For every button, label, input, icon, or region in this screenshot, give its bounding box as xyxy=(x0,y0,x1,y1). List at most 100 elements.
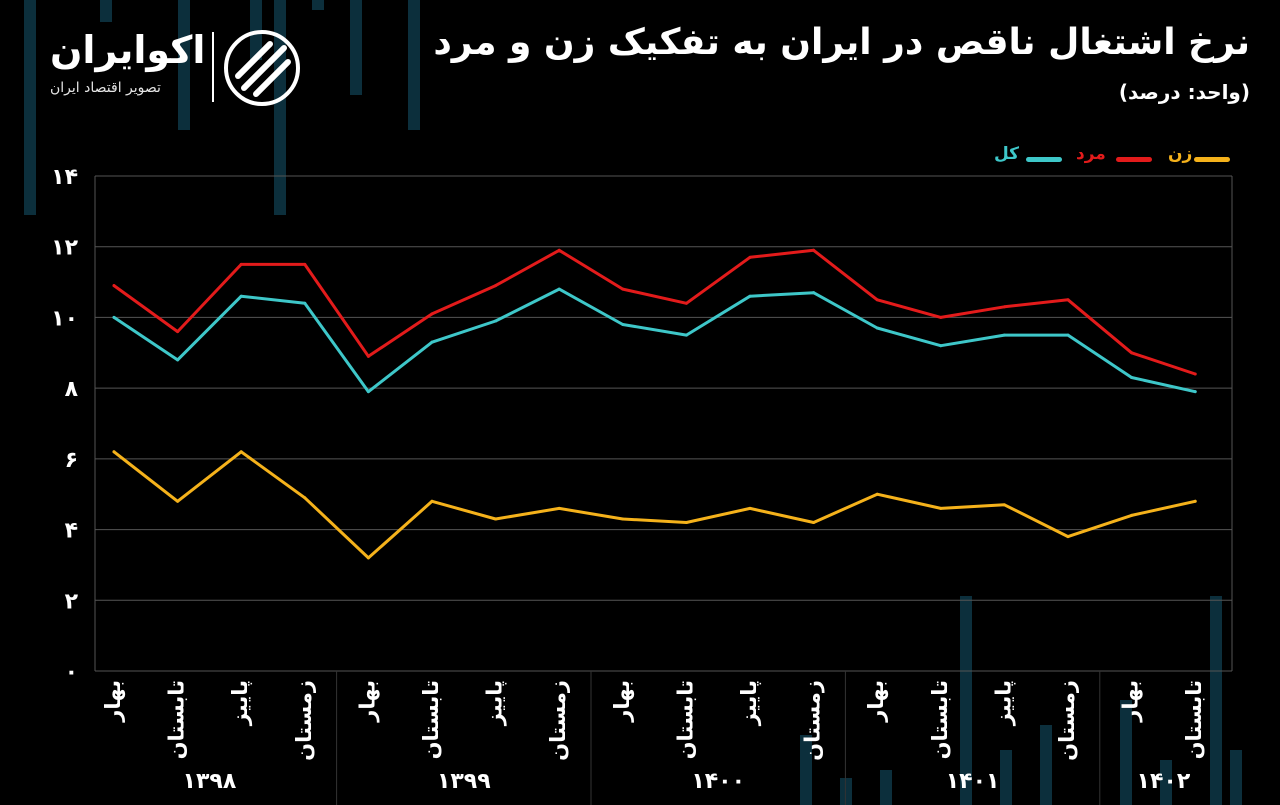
x-tick-label: تابستان xyxy=(419,680,443,759)
legend-label-total: کل xyxy=(994,144,1020,164)
data-point-women xyxy=(1130,513,1134,517)
data-point-women xyxy=(494,517,498,521)
data-point-women xyxy=(875,492,879,496)
brand-tagline: تصویر اقتصاد ایران xyxy=(50,80,161,96)
year-group-label: ۱۴۰۱ xyxy=(946,769,1000,794)
data-point-men xyxy=(1130,351,1134,355)
year-group-label: ۱۳۹۸ xyxy=(183,769,237,794)
data-point-women xyxy=(303,496,307,500)
data-point-women xyxy=(939,506,943,510)
x-tick-label: زمستان xyxy=(546,680,570,761)
legend-label-women: زن xyxy=(1168,144,1193,164)
legend-item-men: مرد xyxy=(1076,144,1158,170)
data-point-women xyxy=(1002,503,1006,507)
data-point-women xyxy=(366,556,370,560)
brand-block: اکوایران تصویر اقتصاد ایران xyxy=(44,28,304,108)
data-point-men xyxy=(621,287,625,291)
y-tick-label: ۰ xyxy=(65,660,78,685)
data-point-men xyxy=(494,284,498,288)
data-point-total xyxy=(748,294,752,298)
chart-legend: کل مرد زن xyxy=(990,144,1232,170)
data-point-total xyxy=(1002,333,1006,337)
chart-title: نرخ اشتغال ناقص در ایران به تفکیک زن و م… xyxy=(433,22,1250,63)
data-point-total xyxy=(176,358,180,362)
legend-swatch-women xyxy=(1194,157,1230,162)
x-tick-label: زمستان xyxy=(292,680,316,761)
series-line-men xyxy=(112,248,1197,376)
y-tick-label: ۱۲ xyxy=(51,236,78,261)
data-point-women xyxy=(1066,535,1070,539)
data-point-men xyxy=(366,354,370,358)
data-point-total xyxy=(494,319,498,323)
x-tick-label: تابستان xyxy=(1182,680,1206,759)
data-point-total xyxy=(430,340,434,344)
series-line-women xyxy=(112,450,1197,560)
x-tick-label: پاییز xyxy=(228,680,252,726)
y-tick-label: ۶ xyxy=(65,448,78,473)
data-point-men xyxy=(557,248,561,252)
x-tick-label: بهار xyxy=(1119,680,1143,723)
legend-swatch-men xyxy=(1116,157,1152,162)
legend-label-men: مرد xyxy=(1076,144,1106,164)
data-point-total xyxy=(557,287,561,291)
data-point-men xyxy=(430,312,434,316)
year-group-label: ۱۴۰۰ xyxy=(691,769,745,794)
data-point-women xyxy=(684,521,688,524)
data-point-men xyxy=(1066,298,1070,302)
data-point-men xyxy=(112,284,116,288)
data-point-women xyxy=(748,506,752,510)
chart-subtitle: (واحد: درصد) xyxy=(1118,80,1250,104)
data-point-women xyxy=(557,506,561,510)
data-point-men xyxy=(239,262,243,266)
data-point-women xyxy=(112,450,116,454)
data-point-total xyxy=(875,326,879,330)
y-tick-label: ۱۰ xyxy=(51,306,78,331)
data-point-total xyxy=(621,323,625,326)
x-tick-label: زمستان xyxy=(801,680,825,761)
y-tick-label: ۲ xyxy=(65,589,79,614)
x-tick-label: پاییز xyxy=(991,680,1015,726)
data-point-women xyxy=(621,517,625,521)
brand-name: اکوایران xyxy=(50,28,206,72)
y-axis-ticks: ۰ ۲ ۴ ۶ ۸ ۱۰ ۱۲ ۱۴ xyxy=(51,165,78,685)
y-tick-label: ۱۴ xyxy=(51,165,78,190)
data-point-women xyxy=(812,521,816,524)
data-point-total xyxy=(939,344,943,348)
data-point-total xyxy=(1130,376,1134,380)
data-point-women xyxy=(176,499,180,503)
data-point-men xyxy=(939,315,943,319)
x-tick-label: بهار xyxy=(101,680,125,723)
data-point-women xyxy=(239,450,243,454)
data-point-men xyxy=(1193,372,1197,376)
data-point-total xyxy=(303,301,307,305)
x-tick-label: پاییز xyxy=(737,680,761,726)
legend-swatch-total xyxy=(1026,157,1062,162)
x-tick-label: تابستان xyxy=(928,680,952,759)
data-point-men xyxy=(748,255,752,259)
data-point-women xyxy=(430,499,434,503)
y-tick-label: ۸ xyxy=(65,377,79,402)
data-point-total xyxy=(239,294,243,298)
brand-divider xyxy=(212,32,214,102)
x-tick-label: بهار xyxy=(864,680,888,723)
data-point-total xyxy=(684,333,688,337)
data-point-men xyxy=(1002,305,1006,309)
data-point-total xyxy=(112,315,116,319)
ecoiran-logo-icon xyxy=(224,30,300,106)
data-point-men xyxy=(875,298,879,302)
year-groups: ۱۳۹۸ ۱۳۹۹ ۱۴۰۰ ۱۴۰۱ ۱۴۰۲ xyxy=(183,671,1191,805)
x-tick-label: زمستان xyxy=(1055,680,1079,761)
grid-layer xyxy=(94,175,1233,672)
data-point-men xyxy=(176,330,180,334)
x-tick-label: تابستان xyxy=(673,680,697,759)
year-group-label: ۱۴۰۲ xyxy=(1137,769,1191,794)
x-tick-label: تابستان xyxy=(165,680,189,759)
x-tick-label: پاییز xyxy=(483,680,507,726)
data-point-men xyxy=(303,262,307,266)
x-tick-label: بهار xyxy=(355,680,379,723)
series-layer xyxy=(112,248,1197,560)
legend-item-women: زن xyxy=(1166,144,1232,170)
data-point-total xyxy=(812,291,816,295)
